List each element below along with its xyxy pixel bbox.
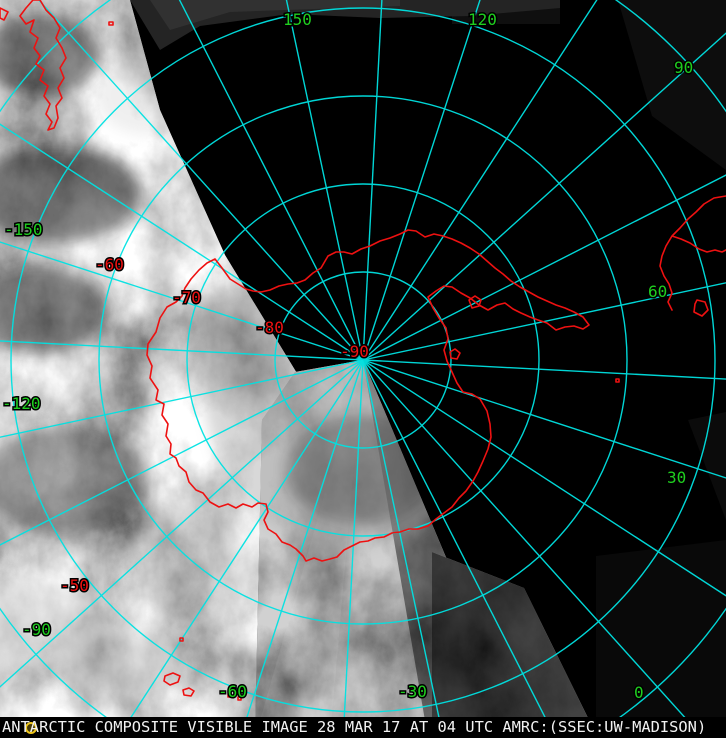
longitude-label-150: 150	[283, 10, 312, 29]
longitude-label--30: -30	[398, 682, 427, 701]
coastline-right-edge	[659, 195, 726, 317]
longitude-radial	[0, 359, 364, 546]
image-swath-top	[130, 0, 560, 50]
longitude-label--90: -90	[22, 620, 51, 639]
longitude-radial	[362, 32, 726, 361]
longitude-radial	[0, 123, 364, 361]
caption-text: ANTARCTIC COMPOSITE VISIBLE IMAGE 28 MAR…	[2, 718, 707, 736]
longitude-radial	[0, 359, 364, 438]
caption-bar: ANTARCTIC COMPOSITE VISIBLE IMAGE 28 MAR…	[0, 717, 726, 738]
longitude-radial	[362, 359, 726, 597]
coastline-peninsula-islands	[449, 295, 482, 360]
longitude-radial	[362, 282, 726, 361]
coastline-antarctica	[146, 229, 590, 562]
longitude-radial	[178, 0, 364, 361]
longitude-radial	[362, 0, 598, 361]
graticule-labels: 150 120 90 60 30 0 -30 -60 -90 -120 -150 -50 -60 -70 -…	[1, 9, 695, 704]
longitude-radial	[0, 241, 364, 361]
longitude-label--150: -150	[4, 220, 43, 239]
longitude-radial	[362, 0, 383, 361]
longitude-radial	[116, 359, 364, 738]
longitude-radial	[239, 359, 364, 738]
longitude-radial	[342, 359, 364, 738]
longitude-radial	[362, 359, 726, 380]
longitude-label--60: -60	[218, 682, 247, 701]
longitude-label-60: 60	[648, 282, 667, 301]
longitude-radial	[0, 359, 364, 688]
longitude-label-30: 30	[667, 468, 686, 487]
longitude-radial	[362, 359, 445, 738]
longitude-radial	[0, 340, 364, 361]
longitude-label--120: -120	[2, 394, 41, 413]
longitude-radial	[362, 0, 481, 361]
latitude-ring--50	[10, 7, 716, 713]
longitude-label-0: 0	[634, 683, 644, 702]
longitude-radial	[362, 359, 557, 738]
longitude-radial	[362, 359, 726, 479]
latitude-label--80: -80	[255, 318, 284, 337]
longitude-label-90: 90	[674, 58, 693, 77]
latitude-label--50: -50	[60, 576, 89, 595]
latitude-ring--70	[186, 183, 540, 537]
latitude-ring--60	[98, 95, 628, 625]
latitude-label--70: -70	[172, 288, 201, 307]
longitude-radial	[285, 0, 364, 361]
coastline-south-america	[0, 0, 67, 131]
latitude-label--90: -90	[340, 342, 369, 361]
coastline-small-islands	[108, 21, 620, 701]
coastlines	[0, 0, 726, 701]
longitude-radial	[362, 174, 726, 361]
longitude-label-120: 120	[468, 10, 497, 29]
latitude-label--60: -60	[95, 255, 124, 274]
station-marker-icon	[25, 722, 37, 734]
latitude-ring--80	[274, 271, 452, 449]
